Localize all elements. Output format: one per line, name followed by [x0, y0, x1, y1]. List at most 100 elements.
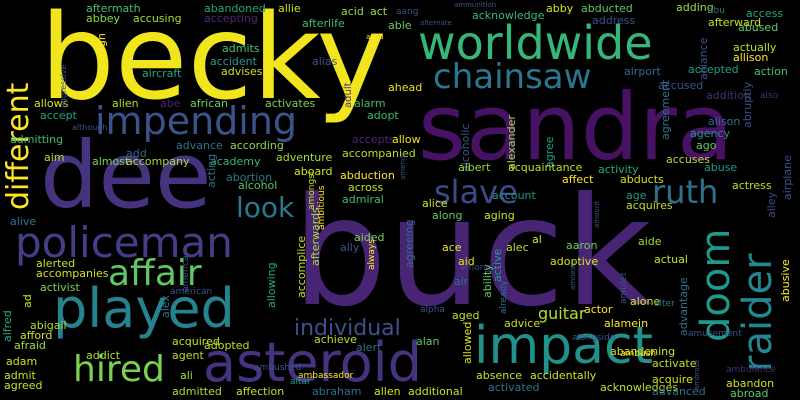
word: abused	[738, 21, 779, 34]
word: adventure	[276, 151, 333, 164]
word: acid	[341, 5, 364, 18]
word: ad	[21, 294, 34, 308]
word: alias	[312, 55, 338, 68]
word: afraid	[14, 339, 46, 352]
word: allison	[733, 51, 769, 64]
word: alien	[112, 97, 139, 110]
word: agreed	[4, 379, 43, 392]
word: worldwide	[418, 16, 653, 70]
word: accompany	[126, 155, 190, 168]
word: abruptly	[741, 81, 754, 128]
word: able	[388, 19, 412, 32]
word: amongst	[307, 170, 317, 210]
word: abducted	[581, 2, 633, 15]
word: abandoning	[610, 345, 676, 358]
word: doom	[693, 228, 739, 342]
word: alive	[10, 215, 37, 228]
word: aided	[354, 231, 385, 244]
word: alter	[654, 299, 675, 309]
word: addict	[86, 349, 121, 362]
word: affair	[108, 253, 202, 294]
word: alpha	[420, 305, 445, 315]
word: adopt	[367, 109, 399, 122]
word: almost	[92, 155, 130, 168]
word: aboard	[294, 165, 333, 178]
word: activates	[265, 97, 316, 110]
word: admitted	[172, 385, 222, 398]
word: acknowledges	[600, 381, 679, 394]
word: abu	[708, 6, 725, 16]
word: admits	[222, 42, 260, 55]
word: look	[236, 191, 295, 224]
word: adam	[6, 355, 38, 368]
word: ali	[180, 369, 193, 382]
word: chainsaw	[433, 57, 592, 97]
word: access	[746, 7, 784, 20]
word: align	[95, 33, 108, 60]
word: abandoned	[204, 2, 266, 15]
word: accepts	[352, 133, 395, 146]
word: activity	[598, 163, 639, 176]
word: allen	[374, 385, 401, 398]
word: across	[348, 181, 384, 194]
word: played	[53, 277, 235, 340]
word: abuse	[704, 161, 738, 174]
word: afford	[20, 329, 53, 342]
word: adult	[343, 82, 354, 108]
word: already	[499, 280, 509, 314]
word: abe	[160, 97, 181, 110]
word: account	[492, 189, 536, 202]
word: aged	[452, 309, 480, 322]
word: abigail	[30, 319, 67, 332]
word: policeman	[15, 218, 233, 267]
word: acquires	[626, 199, 673, 212]
word: accusing	[133, 12, 182, 25]
word: adding	[676, 1, 714, 14]
word: airport	[624, 65, 661, 78]
word: academy	[210, 155, 261, 168]
word: agreement	[659, 79, 672, 140]
word: abraham	[312, 385, 362, 398]
word: guitar	[538, 304, 586, 323]
word: aircraft	[142, 67, 182, 80]
word: amends	[399, 152, 407, 180]
word: ambush	[620, 349, 657, 359]
word: aide	[638, 235, 662, 248]
word: alfred	[1, 310, 14, 342]
word: alex	[159, 295, 172, 318]
word: alerted	[36, 257, 76, 270]
word: ambrose	[693, 359, 701, 390]
word: along	[432, 209, 463, 222]
word: age	[626, 189, 647, 202]
word: among	[460, 263, 492, 273]
word: accepting	[204, 12, 258, 25]
word: active	[491, 248, 504, 282]
word: ruth	[652, 173, 719, 211]
word: amnesia	[569, 260, 577, 290]
word: abroad	[730, 387, 769, 400]
word: agency	[690, 127, 731, 140]
word: alternate	[420, 19, 452, 27]
word: allie	[278, 2, 301, 15]
word: amid	[366, 33, 384, 41]
word: airplane	[781, 155, 794, 200]
word: amulet	[619, 272, 629, 304]
word: alan	[416, 335, 440, 348]
word: abduction	[340, 169, 395, 182]
word: accompanied	[342, 147, 416, 160]
word: activate	[652, 357, 697, 370]
word: actual	[654, 253, 688, 266]
word: aftermath	[86, 2, 141, 15]
word: accused	[658, 79, 704, 92]
word: allows	[34, 97, 69, 110]
word: aaron	[566, 239, 598, 252]
word: acquaintance	[508, 161, 583, 174]
word: admiral	[342, 193, 384, 206]
word: accomplice	[295, 235, 308, 298]
word: act	[370, 5, 388, 18]
word: alice	[422, 197, 448, 210]
word: acquire	[652, 373, 693, 386]
word: alongside	[572, 333, 616, 343]
word: buck	[292, 166, 652, 340]
word: alone	[630, 295, 661, 308]
